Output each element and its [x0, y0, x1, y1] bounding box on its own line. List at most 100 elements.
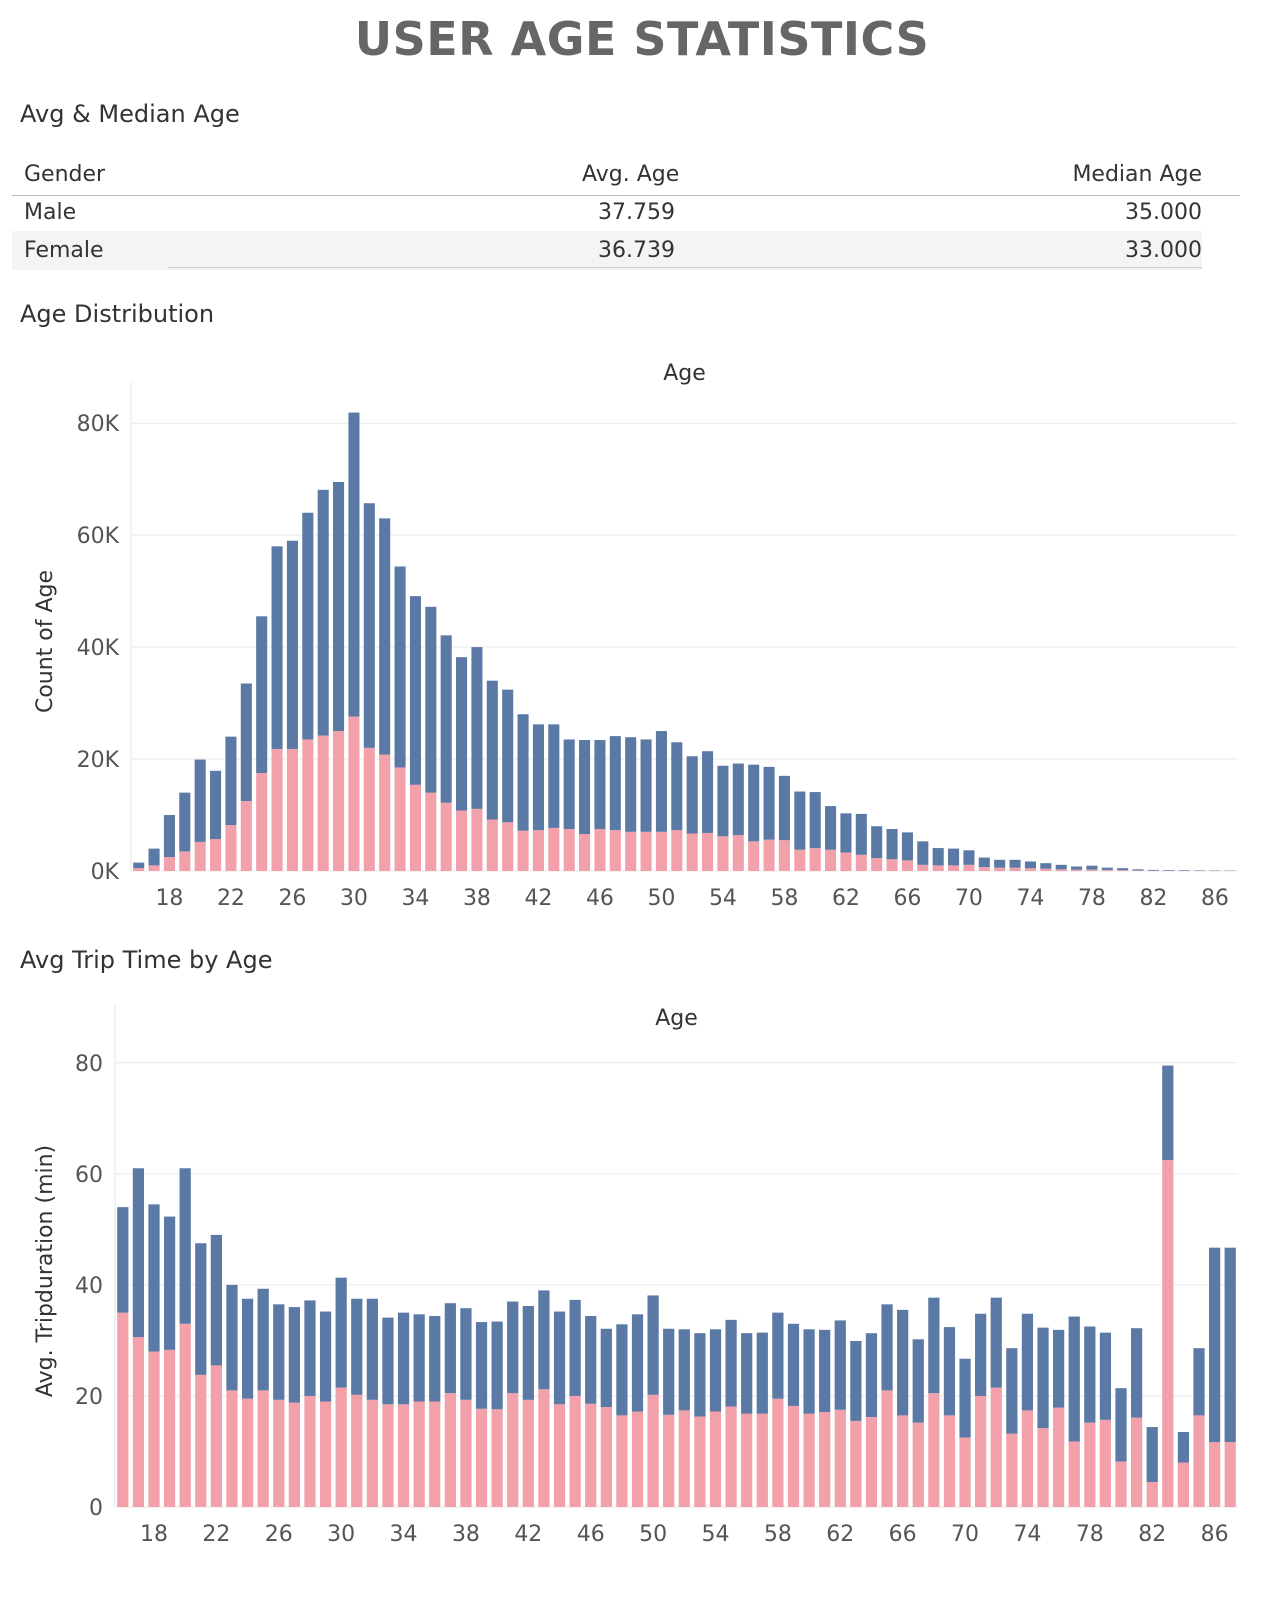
table-header-row: Gender Avg. Age Median Age — [12, 155, 1202, 194]
y-tick-label: 80 — [75, 1052, 103, 1077]
female-bar — [1068, 1441, 1080, 1507]
female-bar — [429, 1401, 441, 1507]
female-bar — [686, 833, 698, 871]
male-bar — [563, 739, 575, 830]
male-bar — [351, 1298, 363, 1395]
female-bar — [901, 860, 913, 871]
male-bar — [226, 1284, 238, 1391]
female-bar — [912, 1422, 924, 1507]
male-bar — [865, 1333, 878, 1418]
female-bar — [241, 1398, 254, 1507]
female-bar — [748, 841, 760, 871]
cell-avg-age: 36.739 — [598, 238, 675, 263]
female-bar — [756, 1413, 768, 1507]
x-tick-label: 54 — [701, 1522, 729, 1547]
male-bar — [1009, 859, 1021, 868]
female-bar — [600, 1407, 612, 1507]
y-tick-label: 20 — [75, 1385, 103, 1410]
female-bar — [663, 1414, 675, 1507]
female-bar — [1131, 1417, 1143, 1507]
x-tick-label: 74 — [1013, 1522, 1041, 1547]
female-bar — [304, 1395, 316, 1507]
female-bar — [179, 1323, 191, 1507]
x-tick-label: 38 — [452, 1522, 480, 1547]
female-bar — [865, 1417, 878, 1507]
male-bar — [1006, 1348, 1018, 1434]
female-bar — [1115, 1461, 1127, 1507]
female-bar — [709, 1411, 722, 1507]
male-bar — [631, 1314, 644, 1412]
male-bar — [163, 815, 175, 858]
female-bar — [594, 829, 606, 871]
male-bar — [1147, 869, 1159, 871]
male-bar — [625, 737, 637, 832]
x-tick-label: 30 — [327, 1522, 355, 1547]
male-bar — [502, 689, 514, 823]
female-bar — [1084, 1422, 1096, 1507]
female-bar — [678, 1410, 690, 1507]
female-bar — [179, 851, 191, 871]
female-bar — [647, 1394, 659, 1507]
male-bar — [366, 1298, 378, 1400]
x-tick-label: 70 — [955, 886, 983, 911]
female-bar — [271, 748, 283, 871]
male-bar — [748, 764, 760, 842]
age-table-title: Avg & Median Age — [20, 100, 240, 128]
male-bar — [179, 1168, 191, 1324]
male-bar — [179, 792, 191, 852]
y-tick-label: 60K — [77, 524, 120, 549]
x-tick-label: 66 — [889, 1522, 917, 1547]
x-tick-label: 86 — [1201, 1522, 1229, 1547]
female-bar — [517, 830, 529, 871]
female-bar — [1055, 869, 1067, 871]
female-bar — [475, 1408, 488, 1507]
male-bar — [302, 512, 314, 740]
male-bar — [1021, 1313, 1034, 1411]
female-bar — [1099, 1419, 1112, 1507]
female-bar — [741, 1413, 753, 1507]
x-tick-label: 46 — [586, 886, 614, 911]
male-bar — [333, 481, 345, 732]
female-bar — [317, 735, 329, 871]
male-bar — [717, 765, 729, 837]
female-bar — [319, 1401, 332, 1507]
female-bar — [257, 1390, 269, 1507]
male-bar — [1146, 1427, 1158, 1483]
male-bar — [553, 1311, 566, 1405]
male-bar — [640, 739, 652, 832]
female-bar — [1071, 869, 1083, 871]
x-tick-label: 26 — [278, 886, 306, 911]
male-bar — [1132, 869, 1144, 871]
male-bar — [787, 1323, 800, 1406]
y-tick-label: 20K — [77, 748, 120, 773]
x-tick-label: 66 — [893, 886, 921, 911]
male-bar — [456, 657, 468, 811]
female-bar — [871, 858, 883, 871]
female-bar — [538, 1389, 550, 1507]
male-bar — [912, 1339, 924, 1423]
male-bar — [195, 1243, 207, 1375]
table-row: Male 37.759 35.000 — [12, 193, 1202, 232]
female-bar — [425, 792, 437, 871]
male-bar — [917, 841, 929, 865]
female-bar — [548, 827, 560, 871]
female-bar — [763, 839, 775, 871]
male-bar — [990, 1297, 1002, 1388]
male-bar — [756, 1332, 768, 1414]
female-bar — [163, 857, 175, 871]
male-bar — [133, 862, 145, 869]
male-bar — [491, 1321, 503, 1410]
female-bar — [579, 834, 591, 871]
male-bar — [803, 1329, 815, 1414]
female-bar — [379, 754, 391, 871]
male-bar — [1053, 1329, 1065, 1408]
female-bar — [1146, 1482, 1158, 1507]
female-bar — [1053, 1407, 1065, 1507]
cell-avg-age: 37.759 — [598, 200, 675, 225]
male-bar — [616, 1324, 628, 1416]
female-bar — [609, 830, 621, 871]
female-bar — [397, 1404, 410, 1507]
male-bar — [855, 813, 867, 855]
male-bar — [732, 763, 744, 836]
female-bar — [616, 1415, 628, 1507]
